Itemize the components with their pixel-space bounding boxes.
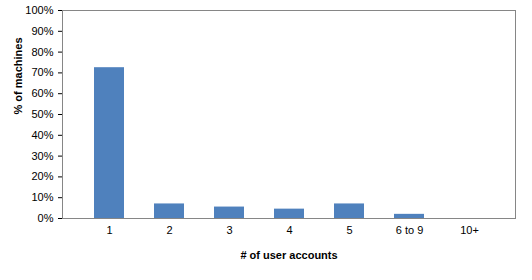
svg-text:6 to 9: 6 to 9 — [396, 224, 424, 236]
svg-text:4: 4 — [286, 224, 292, 236]
svg-text:1: 1 — [106, 224, 112, 236]
svg-text:3: 3 — [226, 224, 232, 236]
svg-text:2: 2 — [166, 224, 172, 236]
svg-text:# of user accounts: # of user accounts — [240, 249, 337, 261]
svg-text:0%: 0% — [38, 212, 54, 224]
svg-text:60%: 60% — [31, 87, 53, 99]
svg-text:100%: 100% — [25, 4, 53, 16]
svg-text:50%: 50% — [31, 108, 53, 120]
svg-text:10%: 10% — [31, 191, 53, 203]
svg-text:5: 5 — [346, 224, 352, 236]
svg-text:10+: 10+ — [460, 224, 479, 236]
svg-text:20%: 20% — [31, 170, 53, 182]
svg-text:40%: 40% — [31, 129, 53, 141]
svg-text:% of machines: % of machines — [12, 37, 24, 114]
svg-text:80%: 80% — [31, 46, 53, 58]
svg-text:30%: 30% — [31, 150, 53, 162]
svg-text:90%: 90% — [31, 25, 53, 37]
svg-text:70%: 70% — [31, 66, 53, 78]
